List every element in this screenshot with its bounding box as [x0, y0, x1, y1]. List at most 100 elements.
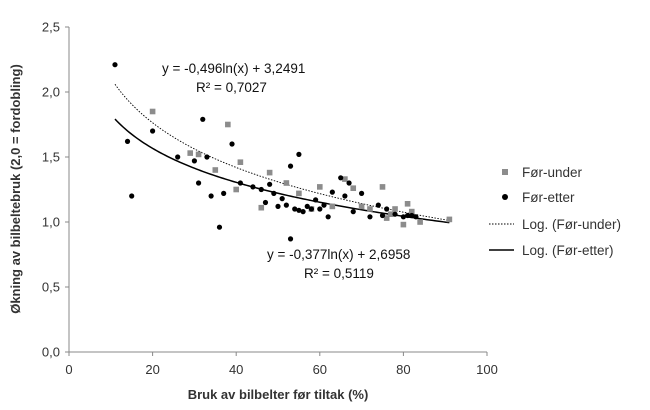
data-point-series-2: [413, 214, 419, 220]
data-point-series-1: [342, 176, 348, 182]
data-point-series-2: [267, 181, 273, 187]
data-point-series-2: [325, 214, 331, 220]
data-point-series-1: [149, 108, 156, 115]
data-point-series-2: [346, 180, 352, 186]
data-point-series-2: [329, 189, 335, 195]
data-point-series-1: [358, 203, 365, 210]
data-point-series-1: [283, 180, 290, 186]
data-point-series-2: [229, 141, 235, 147]
data-point-series-2: [400, 214, 406, 220]
trendline-group: [114, 83, 450, 224]
data-point-series-2: [250, 184, 256, 190]
data-point-series-2: [287, 163, 294, 169]
legend-marker-for-etter: [502, 194, 508, 200]
trendline-2: [114, 118, 450, 224]
legend-marker-for-under: [502, 169, 508, 175]
data-point-series-1: [258, 204, 265, 211]
data-point-series-1: [266, 169, 273, 176]
data-point-series-2: [221, 190, 227, 196]
data-point-series-2: [404, 212, 411, 219]
data-point-series-1: [187, 150, 194, 156]
data-point-series-1: [392, 206, 398, 212]
y-tick-label: 1,5: [42, 150, 60, 165]
data-point-series-2: [338, 175, 344, 181]
data-point-series-2: [384, 206, 390, 212]
tick-group: 0,0 0,5 1,0 1,5 2,0 2,5 0 20 40 60 80 100: [42, 20, 498, 378]
y-tick-label: 1,0: [42, 215, 60, 230]
data-point-series-2: [204, 154, 210, 160]
data-point-series-2: [392, 211, 398, 217]
data-point-series-1: [317, 184, 323, 190]
x-tick-label: 0: [65, 362, 72, 377]
data-point-series-2: [296, 151, 302, 157]
data-point-series-2: [175, 154, 181, 160]
data-point-group: [112, 62, 453, 242]
data-point-series-1: [408, 208, 415, 215]
x-tick-label: 100: [476, 362, 498, 377]
data-point-series-1: [195, 151, 202, 158]
data-point-series-2: [367, 214, 373, 220]
data-point-series-2: [292, 206, 298, 212]
data-point-series-1: [446, 216, 453, 223]
trendline-1-r2: R² = 0,7027: [196, 80, 267, 95]
data-point-series-1: [367, 206, 373, 212]
data-point-series-2: [304, 203, 310, 209]
data-point-series-2: [191, 158, 197, 164]
trendline-1-equation: y = -0,496ln(x) + 3,2491: [162, 61, 305, 76]
data-point-series-2: [279, 196, 285, 202]
data-point-series-1: [400, 221, 407, 228]
data-point-series-2: [342, 193, 348, 199]
x-tick-label: 60: [313, 362, 327, 377]
legend-label-log-for-under: Log. (Før-under): [522, 217, 621, 232]
legend-label-for-etter: Før-etter: [522, 190, 575, 205]
y-tick-label: 0,0: [42, 345, 60, 360]
data-point-series-2: [287, 236, 294, 242]
data-point-series-1: [233, 186, 239, 193]
data-point-series-2: [258, 186, 264, 193]
data-point-series-2: [313, 197, 319, 203]
data-point-series-2: [124, 138, 131, 144]
data-point-series-2: [237, 180, 243, 186]
data-point-series-2: [300, 209, 306, 215]
legend-label-for-under: Før-under: [522, 165, 583, 180]
x-tick-label: 20: [145, 362, 159, 377]
data-point-series-2: [283, 202, 289, 208]
data-point-series-2: [216, 224, 223, 230]
data-point-series-2: [379, 212, 386, 219]
trendline-2-r2: R² = 0,5119: [304, 266, 374, 281]
data-point-series-2: [129, 193, 135, 199]
y-tick-label: 2,0: [42, 85, 60, 100]
data-point-series-2: [262, 199, 269, 206]
data-point-series-2: [200, 116, 206, 122]
data-point-series-2: [375, 202, 381, 208]
data-point-series-1: [350, 185, 357, 191]
y-tick-label: 2,5: [42, 20, 60, 35]
data-point-series-2: [275, 203, 281, 209]
data-point-series-1: [296, 190, 302, 197]
y-tick-label: 0,5: [42, 280, 60, 295]
data-point-series-2: [208, 193, 214, 199]
data-point-series-2: [195, 180, 202, 186]
data-point-series-2: [150, 128, 156, 134]
data-point-series-2: [321, 202, 327, 208]
legend-label-log-for-etter: Log. (Før-etter): [522, 243, 614, 258]
trendline-2-equation: y = -0,377ln(x) + 2,6958: [267, 247, 410, 262]
x-axis-title: Bruk av bilbelter før tiltak (%): [188, 387, 369, 402]
data-point-series-1: [417, 219, 423, 225]
data-point-series-1: [388, 211, 394, 217]
data-point-series-2: [409, 212, 415, 219]
data-point-series-2: [359, 190, 365, 196]
y-axis-title: Økning av bilbeltebruk (2,0 = fordobling…: [8, 64, 23, 314]
data-point-series-2: [112, 62, 118, 68]
data-point-series-2: [317, 206, 323, 212]
data-point-series-2: [271, 190, 277, 196]
data-point-series-1: [237, 159, 244, 165]
data-point-series-1: [383, 215, 390, 221]
data-point-series-2: [350, 209, 356, 215]
data-point-series-2: [308, 206, 315, 212]
x-tick-label: 80: [396, 362, 410, 377]
data-point-series-1: [404, 201, 411, 207]
data-point-series-1: [225, 121, 231, 128]
data-point-series-2: [296, 207, 302, 213]
